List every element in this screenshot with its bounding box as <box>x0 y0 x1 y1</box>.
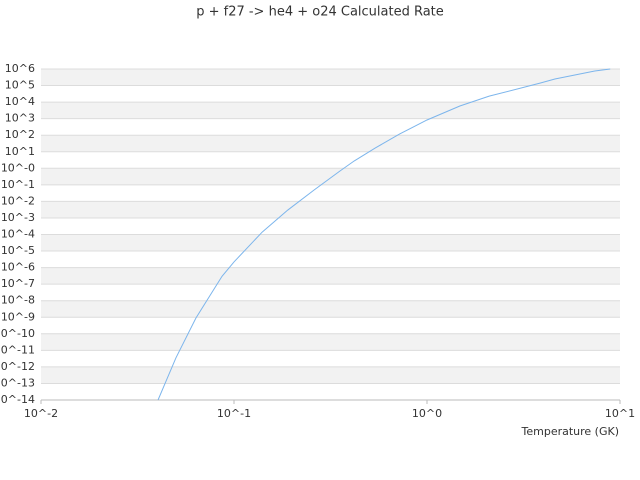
chart-title: p + f27 -> he4 + o24 Calculated Rate <box>196 5 444 20</box>
y-tick-label: 10^-5 <box>1 244 35 257</box>
y-tick-label: 10^-6 <box>1 261 35 274</box>
y-tick-label: 10^-3 <box>1 211 35 224</box>
grid-band <box>41 168 620 185</box>
y-tick-label: 10^-0 <box>1 161 35 174</box>
y-tick-label: 10^-7 <box>1 277 35 290</box>
grid-band <box>41 333 620 351</box>
y-tick-label: 10^-9 <box>1 310 35 323</box>
grid-band <box>41 102 620 119</box>
data-line <box>157 68 611 401</box>
y-tick-label: 10^-4 <box>1 228 35 241</box>
y-tick-label: 10^-14 <box>0 393 35 406</box>
y-tick-label: 10^6 <box>5 62 35 75</box>
x-tick-label: 10^-2 <box>24 407 58 420</box>
grid-band <box>41 135 620 152</box>
x-axis-label: Temperature (GK) <box>521 425 620 438</box>
x-tick-label: 10^0 <box>412 407 442 420</box>
grid-band <box>41 69 620 86</box>
y-tick-label: 10^-2 <box>1 194 35 207</box>
grid-band <box>41 234 620 252</box>
y-tick-label: 10^3 <box>5 112 35 125</box>
y-tick-label: 10^-10 <box>0 327 35 340</box>
y-tick-label: 10^-11 <box>0 343 35 356</box>
y-tick-label: 10^2 <box>5 128 35 141</box>
y-tick-label: 10^-1 <box>1 178 35 191</box>
y-tick-label: 10^4 <box>5 95 35 108</box>
y-tick-label: 10^5 <box>5 79 35 92</box>
y-tick-label: 10^-8 <box>1 294 35 307</box>
y-tick-label: 10^1 <box>5 145 35 158</box>
grid-band <box>41 300 620 318</box>
y-tick-label: 10^-12 <box>0 360 35 373</box>
y-tick-label: 10^-13 <box>0 376 35 389</box>
grid-band <box>41 201 620 218</box>
grid-band <box>41 366 620 384</box>
grid-band <box>41 267 620 285</box>
x-tick-label: 10^1 <box>605 407 635 420</box>
x-tick-label: 10^-1 <box>217 407 251 420</box>
